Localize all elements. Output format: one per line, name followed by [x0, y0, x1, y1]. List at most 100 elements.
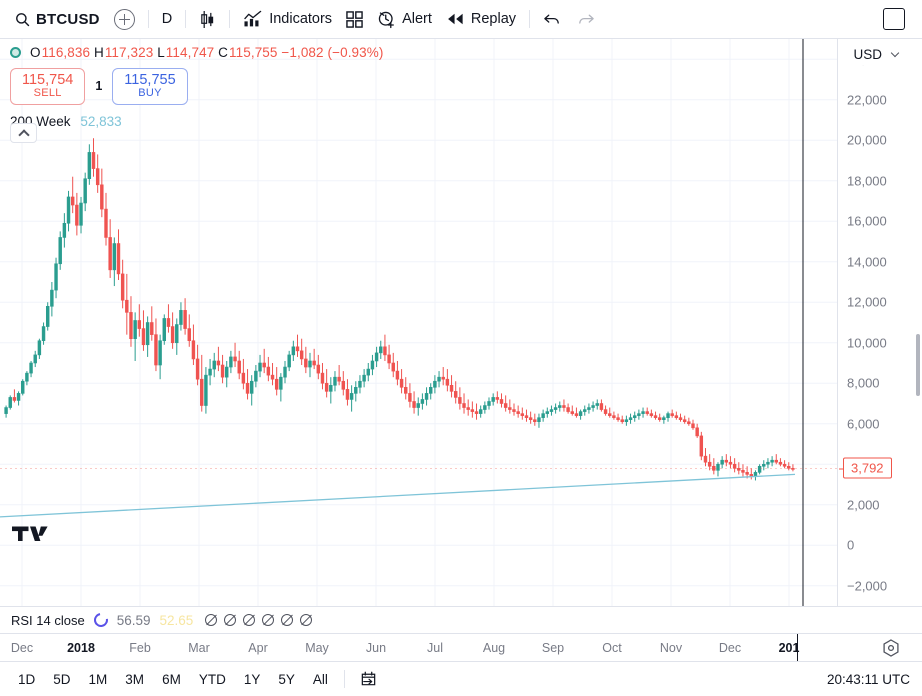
current-price-badge: 3,792: [839, 457, 892, 479]
go-to-realtime-button[interactable]: [882, 638, 900, 657]
price-badge-tick: [839, 468, 844, 470]
chart-area: O116,836 H117,323 L114,747 C115,755 −1,0…: [0, 39, 922, 606]
bottom-divider: [343, 670, 345, 688]
bottom-bar: 1D 5D 1M 3M 6M YTD 1Y 5Y All 20:43:11 UTC: [0, 661, 922, 696]
price-tick: 8,000: [847, 375, 880, 391]
price-tick: 20,000: [847, 132, 887, 148]
order-quantity[interactable]: 1: [95, 79, 103, 94]
range-button-ytd[interactable]: YTD: [198, 671, 226, 687]
indicators-icon: [243, 10, 263, 28]
symbol-search-button[interactable]: BTCUSD: [8, 5, 107, 33]
price-tick: 18,000: [847, 173, 887, 189]
symbol-label: BTCUSD: [36, 10, 100, 28]
time-tick: Oct: [602, 640, 622, 655]
alert-label: Alert: [402, 11, 432, 27]
indicators-button[interactable]: Indicators: [236, 5, 339, 33]
no-data-icon: [281, 614, 294, 626]
range-button-6m[interactable]: 6M: [162, 671, 181, 687]
time-tick: Nov: [659, 640, 683, 655]
fullscreen-button[interactable]: [876, 5, 912, 33]
rsi-value-secondary: 52.65: [159, 612, 194, 628]
time-tick: Mar: [188, 640, 210, 655]
buy-price: 115,755: [124, 72, 176, 88]
candlestick-chart[interactable]: [0, 39, 837, 606]
redo-icon: [576, 11, 595, 27]
search-icon: [15, 12, 30, 27]
toolbar-divider: [529, 10, 531, 28]
currency-label: USD: [853, 47, 882, 62]
price-tick: 10,000: [847, 335, 887, 351]
chevron-down-icon: [890, 48, 900, 58]
candlestick-icon: [199, 10, 216, 29]
date-range-icon: [359, 670, 378, 688]
rsi-empty-icons: [205, 614, 313, 626]
redo-button[interactable]: [569, 5, 602, 33]
time-axis-current-divider: [797, 634, 798, 661]
indicators-label: Indicators: [269, 11, 333, 27]
trade-buttons-row: 115,754 SELL 1 115,755 BUY: [10, 68, 383, 105]
layouts-button[interactable]: [339, 5, 370, 33]
alert-clock-icon: [377, 10, 396, 29]
no-data-icon: [262, 614, 275, 626]
toolbar-divider: [185, 10, 187, 28]
range-button-3m[interactable]: 3M: [125, 671, 145, 687]
range-button-all[interactable]: All: [312, 671, 328, 687]
price-tick: −2,000: [847, 578, 888, 594]
price-tick: 6,000: [847, 416, 880, 432]
sell-button[interactable]: 115,754 SELL: [10, 68, 86, 105]
toolbar-divider: [229, 10, 231, 28]
time-tick: Apr: [248, 640, 268, 655]
tradingview-logo: [12, 523, 48, 550]
range-buttons: 1D 5D 1M 3M 6M YTD 1Y 5Y All: [10, 668, 336, 691]
price-pane[interactable]: O116,836 H117,323 L114,747 C115,755 −1,0…: [0, 39, 837, 606]
grid-layout-icon: [346, 10, 363, 28]
time-tick: Feb: [129, 640, 151, 655]
range-button-5y[interactable]: 5Y: [278, 671, 295, 687]
currency-selector[interactable]: USD: [846, 44, 905, 65]
plus-circle-icon: [113, 8, 135, 30]
range-button-1y[interactable]: 1Y: [243, 671, 261, 687]
time-tick: 2018: [67, 640, 95, 655]
time-tick: Dec: [718, 640, 742, 655]
no-data-icon: [243, 614, 256, 626]
time-tick: Jun: [365, 640, 387, 655]
time-tick: Sep: [541, 640, 565, 655]
price-tick: 16,000: [847, 213, 887, 229]
range-button-5d[interactable]: 5D: [53, 671, 71, 687]
toolbar-divider: [147, 10, 149, 28]
replay-button[interactable]: Replay: [439, 5, 523, 33]
vertical-scrollbar[interactable]: [913, 39, 922, 606]
timeframe-label: D: [161, 11, 173, 27]
chevron-up-icon: [17, 128, 30, 141]
range-button-1d[interactable]: 1D: [18, 671, 36, 687]
clock-label: 20:43:11 UTC: [826, 671, 910, 687]
buy-button[interactable]: 115,755 BUY: [112, 68, 188, 105]
collapse-legend-button[interactable]: [10, 123, 37, 143]
time-tick: May: [305, 640, 329, 655]
price-tick: 22,000: [847, 92, 887, 108]
alert-button[interactable]: Alert: [370, 5, 439, 33]
rsi-indicator-row[interactable]: RSI 14 close 56.59 52.65: [0, 606, 922, 633]
timeframe-button[interactable]: D: [155, 5, 179, 33]
replay-label: Replay: [470, 11, 517, 27]
price-tick: 14,000: [847, 254, 887, 270]
add-symbol-button[interactable]: [107, 5, 142, 33]
price-axis[interactable]: USD 24,00022,00020,00018,00016,00014,000…: [837, 39, 913, 606]
time-axis[interactable]: Dec 2018 Feb Mar Apr May Jun Jul Aug Sep Oct Nov Dec…: [0, 633, 922, 661]
scrollbar-thumb[interactable]: [916, 334, 920, 396]
chart-type-button[interactable]: [192, 5, 223, 33]
time-tick: Aug: [482, 640, 506, 655]
no-data-icon: [224, 614, 237, 626]
price-tick: 2,000: [847, 497, 880, 513]
price-tick: 12,000: [847, 294, 887, 310]
date-range-button[interactable]: [353, 665, 384, 693]
rsi-value: 56.59: [116, 612, 151, 628]
undo-button[interactable]: [536, 5, 569, 33]
sell-price: 115,754: [22, 72, 74, 88]
price-tick: 0: [847, 537, 855, 553]
range-button-1m[interactable]: 1M: [88, 671, 108, 687]
replay-icon: [446, 12, 465, 26]
time-tick: Jul: [427, 640, 443, 655]
time-tick: 201: [778, 640, 800, 655]
